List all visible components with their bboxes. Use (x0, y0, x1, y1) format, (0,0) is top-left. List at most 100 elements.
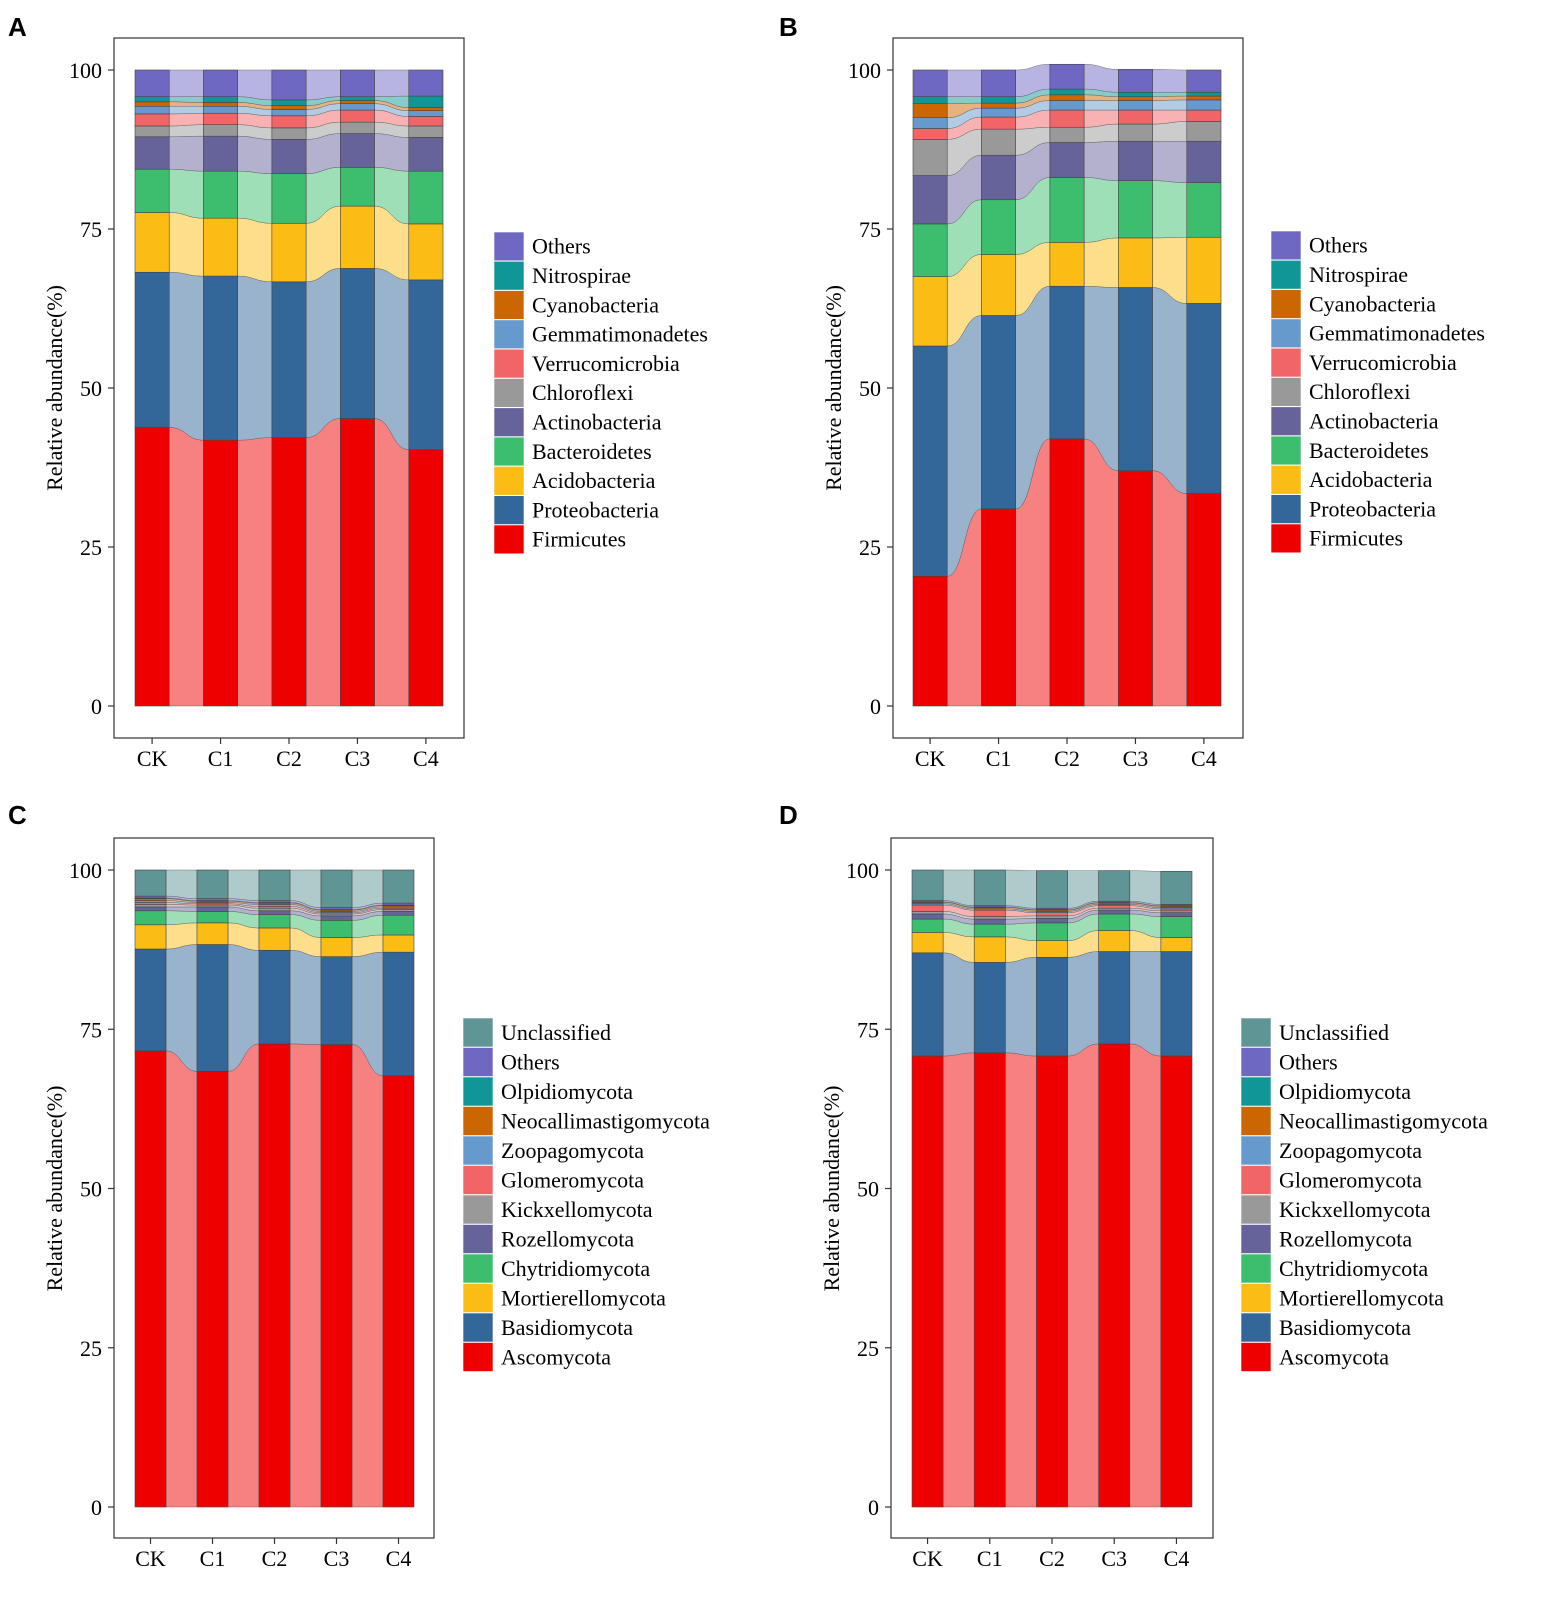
bar-c1-rozellomycota (973, 918, 1006, 925)
y-tick-label: 0 (91, 1495, 102, 1520)
y-tick-label: 75 (80, 1017, 102, 1042)
legend-label-cyanobacteria: Cyanobacteria (532, 292, 659, 317)
legend-label-basidiomycota: Basidiomycota (501, 1315, 633, 1340)
bar-c1-glomeromycota (973, 909, 1006, 917)
connector-c1-c2-unclassified (227, 869, 260, 901)
bar-ck-nitrospirae (134, 96, 170, 103)
bar-c3-unclassified (320, 869, 353, 908)
y-axis-title: Relative abundance(%) (819, 1086, 844, 1292)
connector-c2-c3-actinobacteria (1083, 141, 1119, 181)
y-tick-label: 0 (868, 1495, 879, 1520)
bar-c3-acidobacteria (1118, 237, 1153, 288)
bar-c4-basidiomycota (382, 951, 415, 1077)
bar-c4-firmicutes (1186, 493, 1222, 707)
y-tick-label: 100 (846, 858, 879, 883)
bar-ck-firmicutes (134, 427, 170, 707)
bar-ck-others (912, 69, 948, 98)
legend-label-kickxellomycota: Kickxellomycota (1279, 1197, 1431, 1222)
bar-c4-cyanobacteria (408, 107, 444, 112)
connector-ck-c1-bacteroidetes (169, 169, 204, 219)
panel-a-plot (134, 69, 444, 707)
legend-swatch-proteobacteria (1270, 494, 1302, 524)
bar-ck-acidobacteria (912, 276, 948, 347)
bar-c3-mortierellomycota (320, 937, 353, 957)
y-tick-label: 0 (91, 694, 102, 719)
connector-c1-c2-acidobacteria (237, 217, 273, 282)
bar-c4-unclassified (1160, 870, 1193, 905)
bar-c3-acidobacteria (340, 205, 375, 269)
legend-label-proteobacteria: Proteobacteria (532, 497, 659, 522)
bar-c3-proteobacteria (1118, 287, 1153, 471)
y-tick-label: 25 (859, 535, 881, 560)
connector-c2-c3-basidiomycota (1067, 951, 1099, 1057)
bar-c1-acidobacteria (981, 254, 1016, 316)
bar-c2-proteobacteria (1049, 285, 1085, 440)
y-axis-title: Relative abundance(%) (42, 1086, 67, 1292)
bar-ck-chytridiomycota (911, 918, 944, 933)
bar-c3-verrucomicrobia (1118, 109, 1153, 125)
legend-label-gemmatimonadetes: Gemmatimonadetes (532, 322, 708, 347)
legend-label-acidobacteria: Acidobacteria (532, 468, 656, 493)
bar-ck-chloroflexi (134, 125, 170, 138)
bar-c3-ascomycota (1098, 1043, 1131, 1508)
bar-c1-chytridiomycota (196, 911, 229, 924)
bar-c3-gemmatimonadetes (340, 103, 375, 111)
legend-label-neocallimastigomycota: Neocallimastigomycota (501, 1108, 710, 1133)
bar-c3-ascomycota (320, 1044, 353, 1508)
legend-label-mortierellomycota: Mortierellomycota (1279, 1285, 1444, 1310)
legend-label-glomeromycota: Glomeromycota (1279, 1167, 1422, 1192)
bar-c2-ascomycota (258, 1043, 291, 1508)
bar-ck-gemmatimonadetes (912, 117, 948, 129)
bar-c2-mortierellomycota (258, 927, 291, 951)
bar-c1-actinobacteria (981, 154, 1016, 201)
legend-label-unclassified: Unclassified (501, 1020, 611, 1045)
legend-swatch-others (493, 231, 525, 262)
connector-ck-c1-gemmatimonadetes (169, 106, 204, 115)
legend-label-zoopagomycota: Zoopagomycota (501, 1138, 644, 1163)
bar-c1-firmicutes (203, 439, 238, 707)
bar-c4-proteobacteria (408, 279, 444, 450)
bar-c3-actinobacteria (1118, 140, 1153, 181)
panel-d-y-axis: 0 25 50 75 100 (846, 858, 891, 1520)
connector-c3-c4-actinobacteria (1152, 141, 1187, 183)
bar-c3-gemmatimonadetes (1118, 100, 1153, 111)
y-tick-label: 25 (857, 1336, 879, 1361)
bar-c2-cyanobacteria (1049, 94, 1085, 101)
bar-c4-nitrospirae (1186, 91, 1222, 97)
bar-c2-firmicutes (271, 437, 307, 707)
bar-c3-actinobacteria (340, 133, 375, 168)
connector-ck-c1-unclassified (942, 869, 975, 906)
bar-c2-acidobacteria (271, 222, 307, 283)
bar-c2-unclassified (258, 869, 291, 901)
panel-d-label: D (779, 800, 798, 830)
bar-c1-nitrospirae (981, 96, 1016, 104)
bar-c2-unclassified (1036, 870, 1068, 909)
panel-d: D 0 25 50 75 100 CK C1 C2 C3 C4 Relative abundance(… (779, 800, 1488, 1571)
x-tick-label: CK (912, 1546, 943, 1571)
connector-c2-c3-ascomycota (289, 1043, 322, 1508)
y-tick-label: 100 (69, 58, 102, 83)
y-tick-label: 75 (859, 217, 881, 242)
panel-b-plot (912, 63, 1222, 707)
bar-c3-firmicutes (1118, 470, 1153, 707)
connector-ck-c1-actinobacteria (169, 135, 204, 172)
bar-c3-rozellomycota (1098, 909, 1131, 915)
bar-ck-rozellomycota (134, 906, 167, 912)
bar-c4-chloroflexi (1186, 121, 1222, 142)
x-tick-label: C3 (324, 1546, 350, 1571)
bar-ck-kickxellomycota (911, 911, 944, 915)
bar-c2-basidiomycota (1036, 956, 1068, 1057)
bar-c2-chytridiomycota (258, 914, 291, 929)
bar-c2-glomeromycota (1036, 912, 1068, 917)
x-tick-label: C4 (413, 746, 439, 771)
connector-ck-c1-acidobacteria (169, 212, 204, 277)
legend-label-nitrospirae: Nitrospirae (1309, 262, 1408, 287)
legend-swatch-unclassified (462, 1017, 494, 1048)
legend-label-nitrospirae: Nitrospirae (532, 263, 631, 288)
bar-c4-rozellomycota (382, 911, 415, 916)
legend-swatch-verrucomicrobia (493, 348, 525, 379)
connector-ck-c1-firmicutes (169, 427, 204, 707)
connector-c1-c2-ascomycota (227, 1043, 260, 1508)
bar-c2-verrucomicrobia (271, 115, 307, 129)
connector-c1-c2-unclassified (1005, 869, 1037, 909)
